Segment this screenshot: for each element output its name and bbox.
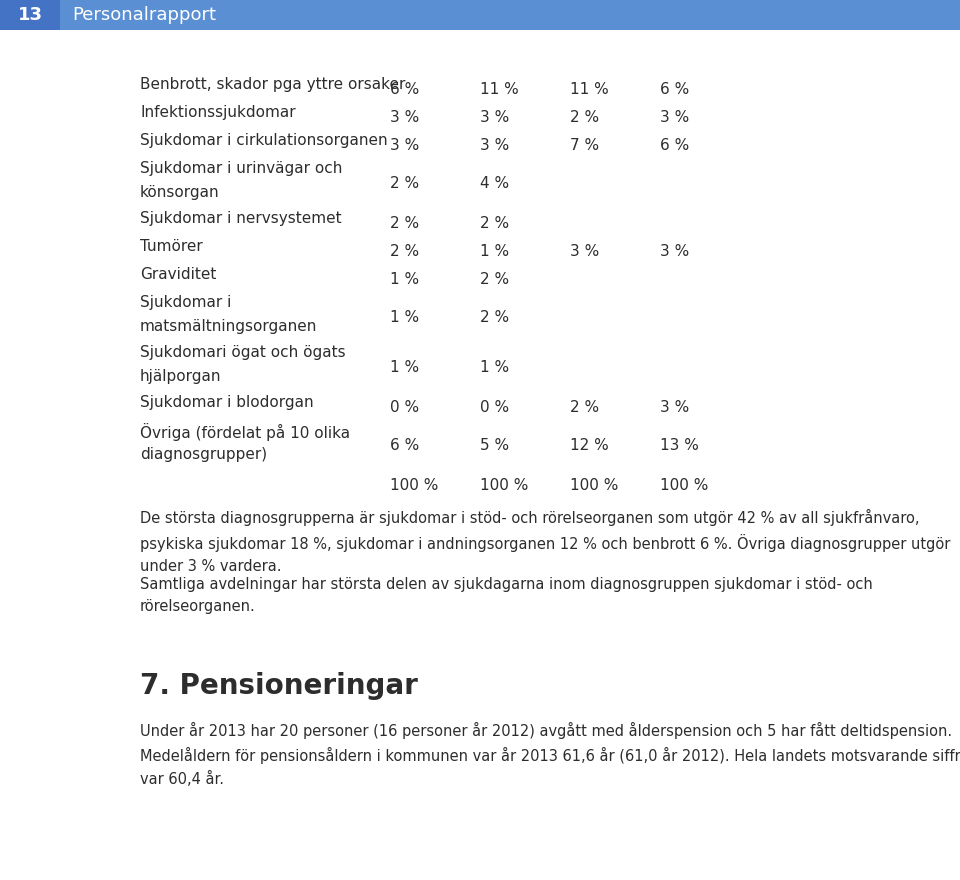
Text: 12 %: 12 % bbox=[570, 438, 609, 453]
Text: 7. Pensioneringar: 7. Pensioneringar bbox=[140, 672, 418, 700]
Text: 3 %: 3 % bbox=[660, 244, 689, 259]
Text: 1 %: 1 % bbox=[480, 244, 509, 259]
Text: 13: 13 bbox=[17, 6, 42, 24]
Text: Sjukdomar i: Sjukdomar i bbox=[140, 295, 231, 310]
Text: 11 %: 11 % bbox=[570, 82, 609, 97]
Text: 3 %: 3 % bbox=[390, 109, 420, 124]
Text: 3 %: 3 % bbox=[480, 137, 509, 152]
Text: 100 %: 100 % bbox=[570, 478, 618, 493]
Text: 6 %: 6 % bbox=[660, 82, 689, 97]
Text: 7 %: 7 % bbox=[570, 137, 599, 152]
Text: Sjukdomar i nervsystemet: Sjukdomar i nervsystemet bbox=[140, 211, 342, 226]
Text: 5 %: 5 % bbox=[480, 438, 509, 453]
Text: 1 %: 1 % bbox=[480, 361, 509, 376]
Text: 0 %: 0 % bbox=[390, 400, 420, 414]
Text: 0 %: 0 % bbox=[480, 400, 509, 414]
Text: Under år 2013 har 20 personer (16 personer år 2012) avgått med ålderspension och: Under år 2013 har 20 personer (16 person… bbox=[140, 722, 960, 787]
Text: Graviditet: Graviditet bbox=[140, 267, 216, 282]
Text: Tumörer: Tumörer bbox=[140, 239, 203, 254]
Text: 2 %: 2 % bbox=[480, 272, 509, 287]
Text: 6 %: 6 % bbox=[390, 438, 420, 453]
Text: 100 %: 100 % bbox=[390, 478, 439, 493]
Text: 2 %: 2 % bbox=[480, 216, 509, 231]
Text: 100 %: 100 % bbox=[660, 478, 708, 493]
Text: 2 %: 2 % bbox=[570, 400, 599, 414]
Bar bbox=[0, 0, 960, 30]
Text: 3 %: 3 % bbox=[480, 109, 509, 124]
Text: 2 %: 2 % bbox=[390, 216, 420, 231]
Bar bbox=[0, 0, 60, 30]
Text: 2 %: 2 % bbox=[480, 311, 509, 326]
Text: 13 %: 13 % bbox=[660, 438, 699, 453]
Text: Sjukdomar i blodorgan: Sjukdomar i blodorgan bbox=[140, 395, 314, 410]
Text: 100 %: 100 % bbox=[480, 478, 528, 493]
Text: 2 %: 2 % bbox=[390, 177, 420, 192]
Text: 3 %: 3 % bbox=[390, 137, 420, 152]
Text: 3 %: 3 % bbox=[660, 109, 689, 124]
Text: 4 %: 4 % bbox=[480, 177, 509, 192]
Text: 3 %: 3 % bbox=[660, 400, 689, 414]
Text: De största diagnosgrupperna är sjukdomar i stöd- och rörelseorganen som utgör 42: De största diagnosgrupperna är sjukdomar… bbox=[140, 509, 950, 574]
Text: hjälporgan: hjälporgan bbox=[140, 369, 222, 384]
Text: Benbrott, skador pga yttre orsaker: Benbrott, skador pga yttre orsaker bbox=[140, 77, 405, 92]
Text: könsorgan: könsorgan bbox=[140, 185, 220, 200]
Text: 11 %: 11 % bbox=[480, 82, 518, 97]
Text: Sjukdomar i cirkulationsorganen: Sjukdomar i cirkulationsorganen bbox=[140, 133, 388, 148]
Text: Samtliga avdelningar har största delen av sjukdagarna inom diagnosgruppen sjukdo: Samtliga avdelningar har största delen a… bbox=[140, 577, 873, 613]
Text: Sjukdomari ögat och ögats: Sjukdomari ögat och ögats bbox=[140, 345, 346, 360]
Text: 2 %: 2 % bbox=[570, 109, 599, 124]
Text: Övriga (fördelat på 10 olika: Övriga (fördelat på 10 olika bbox=[140, 423, 350, 441]
Text: Infektionssjukdomar: Infektionssjukdomar bbox=[140, 105, 296, 120]
Text: Sjukdomar i urinvägar och: Sjukdomar i urinvägar och bbox=[140, 161, 343, 176]
Text: 6 %: 6 % bbox=[660, 137, 689, 152]
Text: 1 %: 1 % bbox=[390, 311, 420, 326]
Text: matsmältningsorganen: matsmältningsorganen bbox=[140, 319, 318, 334]
Text: 6 %: 6 % bbox=[390, 82, 420, 97]
Text: 3 %: 3 % bbox=[570, 244, 599, 259]
Text: 1 %: 1 % bbox=[390, 361, 420, 376]
Text: diagnosgrupper): diagnosgrupper) bbox=[140, 447, 267, 462]
Text: Personalrapport: Personalrapport bbox=[72, 6, 216, 24]
Text: 2 %: 2 % bbox=[390, 244, 420, 259]
Text: 1 %: 1 % bbox=[390, 272, 420, 287]
